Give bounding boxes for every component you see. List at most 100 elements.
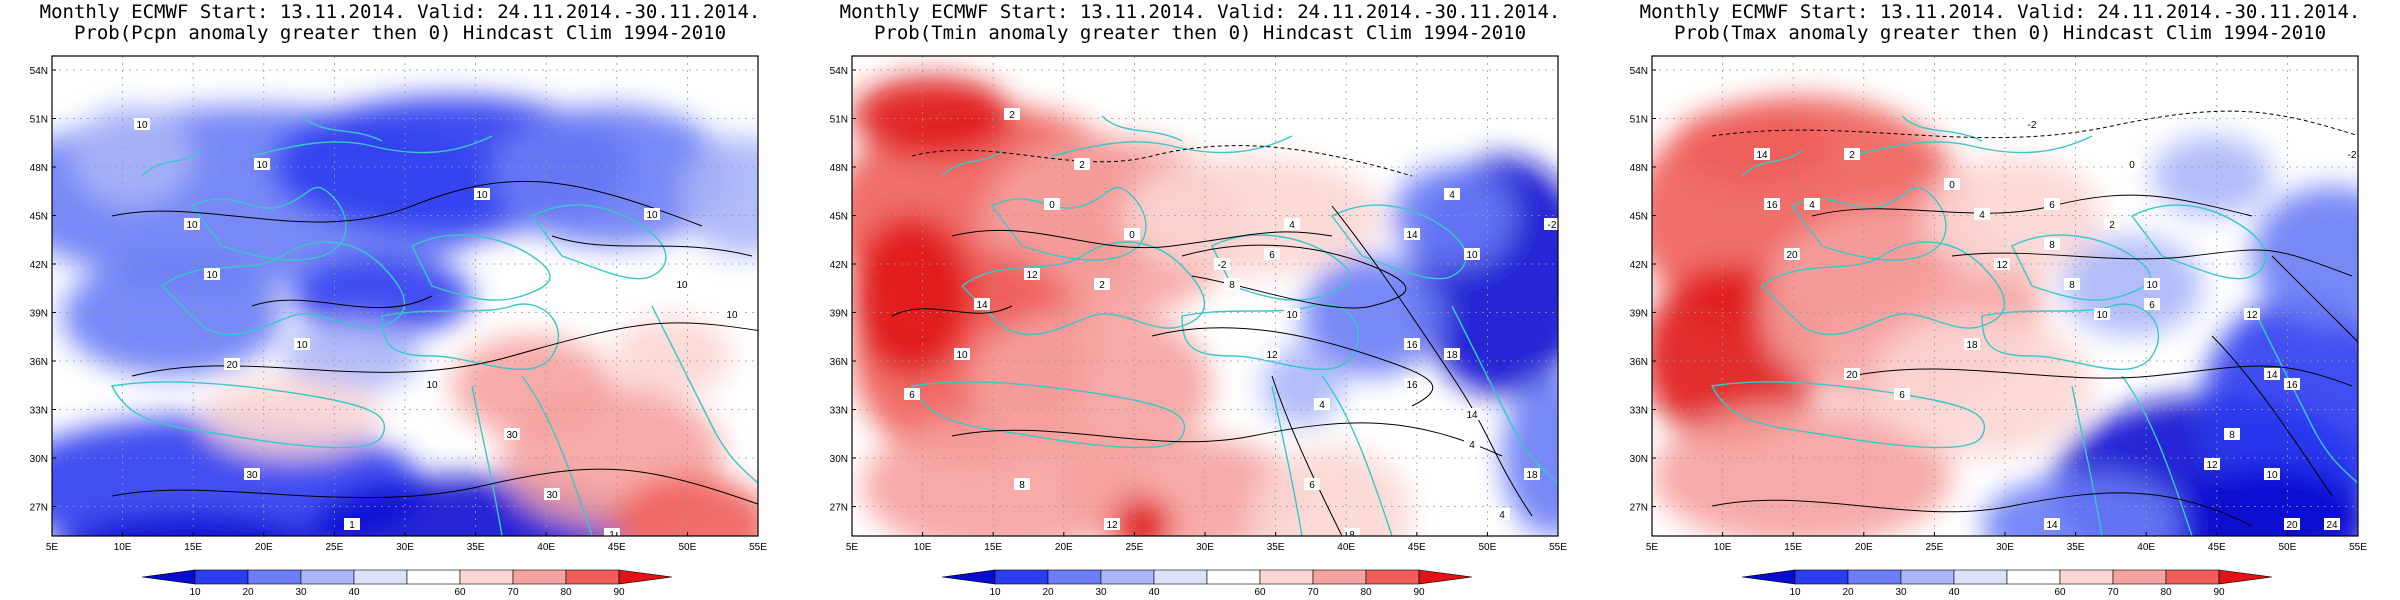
contour-label-bg bbox=[254, 158, 270, 170]
probability-shading bbox=[1502, 376, 1558, 536]
contour-label: 10 bbox=[296, 340, 308, 351]
contour-label: 2 bbox=[1849, 150, 1855, 161]
contour-label: 10 bbox=[426, 380, 438, 391]
contour-label: 1 bbox=[609, 530, 615, 541]
contour-label-bg bbox=[184, 218, 200, 230]
contour-label-bg bbox=[904, 388, 920, 400]
latitude-label: 42N bbox=[30, 260, 48, 271]
probability-shading bbox=[612, 316, 732, 396]
contour-label: 4 bbox=[1319, 400, 1325, 411]
coastline bbox=[2130, 204, 2267, 280]
contour-line bbox=[111, 180, 703, 227]
contour-label: 8 bbox=[2049, 240, 2055, 251]
colorbar-label: 30 bbox=[1095, 587, 1107, 598]
colorbar-segment bbox=[2059, 569, 2114, 585]
longitude-label: 55E bbox=[2349, 542, 2367, 553]
colorbar-label: 40 bbox=[1948, 587, 1960, 598]
latitude-label: 42N bbox=[830, 260, 848, 271]
latitude-label: 54N bbox=[1630, 66, 1648, 77]
contour-label-bg bbox=[294, 338, 310, 350]
longitude-label: 35E bbox=[467, 542, 485, 553]
colorbar-segment bbox=[1741, 569, 1796, 585]
latitude-label: 45N bbox=[830, 212, 848, 223]
latitude-label: 39N bbox=[30, 309, 48, 320]
coastline bbox=[1981, 303, 2159, 371]
contour-label: 10 bbox=[726, 310, 738, 321]
coastline bbox=[110, 381, 386, 449]
coastline bbox=[1181, 303, 1359, 371]
longitude-label: 55E bbox=[1549, 542, 1567, 553]
contour-label-bg bbox=[1284, 308, 1300, 320]
probability-shading bbox=[2172, 466, 2358, 536]
contour-label: 0 bbox=[2129, 160, 2135, 171]
latitude-label: 36N bbox=[1630, 357, 1648, 368]
contour-label-bg bbox=[1284, 218, 1300, 230]
colorbar-label: 10 bbox=[189, 587, 201, 598]
contour-label-bg bbox=[2124, 158, 2140, 170]
contour-label: 10 bbox=[1286, 310, 1298, 321]
contour-label-bg bbox=[2224, 428, 2240, 440]
colorbar-segment bbox=[512, 569, 567, 585]
colorbar-label: 30 bbox=[295, 587, 307, 598]
contour-line bbox=[2211, 335, 2333, 497]
contour-label-bg bbox=[1544, 218, 1558, 230]
colorbar-label: 70 bbox=[507, 587, 519, 598]
longitude-label: 30E bbox=[396, 542, 414, 553]
contour-label: 24 bbox=[2326, 520, 2338, 531]
contour-label-bg bbox=[104, 578, 120, 590]
colorbar-segment bbox=[2112, 569, 2167, 585]
contour-label: 12 bbox=[1996, 260, 2008, 271]
longitude-label: 5E bbox=[846, 542, 859, 553]
longitude-label: 50E bbox=[2279, 542, 2297, 553]
longitude-label: 10E bbox=[1714, 542, 1732, 553]
contour-label-bg bbox=[1964, 338, 1980, 350]
coastline bbox=[251, 135, 493, 157]
contour-label: 20 bbox=[2286, 520, 2298, 531]
contour-label-bg bbox=[1524, 468, 1540, 480]
contour-line bbox=[951, 229, 1333, 249]
colorbar-label: 90 bbox=[1413, 587, 1425, 598]
contour-label-bg bbox=[1974, 208, 1990, 220]
contour-label: 2 bbox=[1079, 160, 1085, 171]
colorbar-segment bbox=[2006, 569, 2061, 585]
longitude-label: 50E bbox=[679, 542, 697, 553]
coastline bbox=[1321, 375, 1393, 536]
contour-label: 18 bbox=[1966, 340, 1978, 351]
colorbar-segment bbox=[1100, 569, 1155, 585]
contour-label-bg bbox=[1104, 518, 1120, 530]
coastline bbox=[1051, 135, 1293, 157]
contour-label-bg bbox=[2264, 368, 2280, 380]
longitude-label: 30E bbox=[1196, 542, 1214, 553]
longitude-label: 40E bbox=[2137, 542, 2155, 553]
colorbar-label: 80 bbox=[2160, 587, 2172, 598]
colorbar-segment bbox=[300, 569, 355, 585]
contour-line bbox=[1271, 375, 1343, 536]
contour-label-bg bbox=[1444, 188, 1460, 200]
contour-label: 0 bbox=[1049, 200, 1055, 211]
contour-label-bg bbox=[2094, 308, 2110, 320]
contour-label: 8 bbox=[1019, 480, 1025, 491]
contour-label: 30 bbox=[246, 470, 258, 481]
contour-label: 10 bbox=[476, 190, 488, 201]
contour-label-bg bbox=[974, 298, 990, 310]
contour-label-bg bbox=[2324, 518, 2340, 530]
coastline bbox=[2121, 375, 2193, 536]
contour-label-bg bbox=[1444, 348, 1460, 360]
colorbar-segment bbox=[941, 569, 996, 585]
contour-label-bg bbox=[1004, 108, 1020, 120]
contour-label-bg bbox=[1024, 268, 1040, 280]
contour-label: -2 bbox=[2028, 120, 2037, 131]
contour-label-bg bbox=[1344, 528, 1360, 536]
colorbar-segment bbox=[1794, 569, 1849, 585]
probability-shading bbox=[682, 136, 758, 256]
colorbar-label: 90 bbox=[613, 587, 625, 598]
probability-shading bbox=[852, 76, 1012, 156]
colorbar-segment bbox=[994, 569, 1049, 585]
contour-label-bg bbox=[1014, 478, 1030, 490]
contour-line bbox=[1331, 205, 1533, 517]
probability-shading bbox=[62, 256, 282, 376]
contour-label-bg bbox=[134, 118, 150, 130]
contour-label-bg bbox=[1314, 398, 1330, 410]
contour-label: -2 bbox=[1548, 220, 1557, 231]
contour-label: 12 bbox=[1266, 350, 1278, 361]
